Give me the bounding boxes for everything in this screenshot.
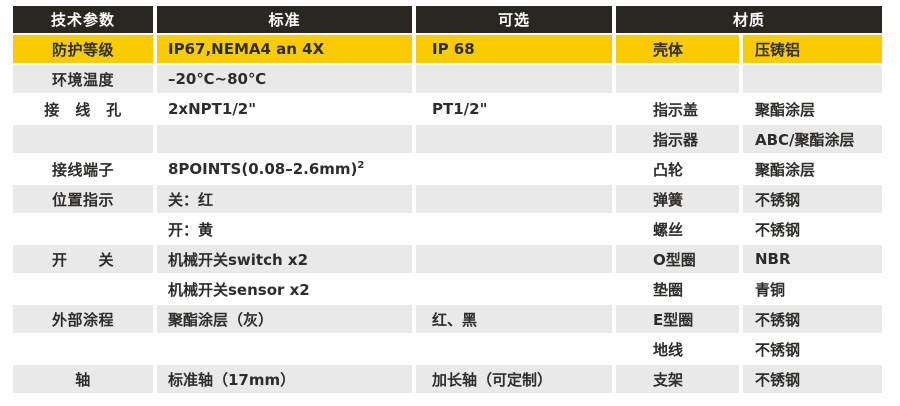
param-cell	[13, 275, 153, 303]
param-cell: 环境温度	[13, 65, 153, 93]
header-col-optional: 可选	[416, 6, 612, 33]
spec-sheet-page: 技术参数 标准 可选 材质 防护等级 IP67,NEMA4 an 4X IP 68 壳…	[0, 4, 900, 406]
material-cell: NBR	[743, 245, 882, 273]
optional-cell: 红、黑	[416, 305, 612, 333]
part-cell: 指示器	[616, 125, 739, 153]
table-row: 防护等级 IP67,NEMA4 an 4X IP 68 壳体 压铸铝	[13, 35, 882, 63]
optional-cell	[416, 125, 612, 153]
optional-cell	[416, 335, 612, 363]
optional-cell	[416, 215, 612, 243]
table-row: 指示器 ABC/聚酯涂层	[13, 125, 882, 153]
material-cell: 不锈钢	[743, 185, 882, 213]
part-cell: E型圈	[616, 305, 739, 333]
table-row: 轴标准轴（17mm） 加长轴（可定制） 支架 不锈钢	[13, 365, 882, 393]
optional-cell: IP 68	[416, 35, 612, 63]
material-cell: 不锈钢	[743, 215, 882, 243]
table-row: 环境温度 –20℃~80℃	[13, 65, 882, 93]
spec-table: 技术参数 标准 可选 材质 防护等级 IP67,NEMA4 an 4X IP 68 壳…	[9, 4, 886, 395]
param-cell: 接线端子	[13, 155, 153, 183]
table-row: 接线端子 8POINTS(0.08–2.6mm)2 凸轮 聚酯涂层	[13, 155, 882, 183]
part-cell	[616, 65, 739, 93]
table-row: 开：黄 螺丝 不锈钢	[13, 215, 882, 243]
header-col-standard: 标准	[157, 6, 412, 33]
material-cell	[743, 65, 882, 93]
part-cell: 指示盖	[616, 95, 739, 123]
material-cell: 青铜	[743, 275, 882, 303]
standard-cell: 2xNPT1/2"	[157, 95, 412, 123]
superscript: 2	[357, 160, 365, 171]
param-cell: 轴	[13, 365, 153, 393]
header-col-material: 材质	[616, 6, 882, 33]
param-cell: 开 关	[13, 245, 153, 273]
standard-cell	[157, 125, 412, 153]
material-cell: 不锈钢	[743, 305, 882, 333]
optional-cell	[416, 275, 612, 303]
material-cell: 聚酯涂层	[743, 155, 882, 183]
part-cell: 地线	[616, 335, 739, 363]
header-row: 技术参数 标准 可选 材质	[13, 6, 882, 33]
part-cell: 凸轮	[616, 155, 739, 183]
param-cell: 外部涂程	[13, 305, 153, 333]
material-cell: 压铸铝	[743, 35, 882, 63]
optional-cell: PT1/2"	[416, 95, 612, 123]
material-cell: ABC/聚酯涂层	[743, 125, 882, 153]
param-cell: 位置指示	[13, 185, 153, 213]
param-cell: 防护等级	[13, 35, 153, 63]
standard-cell: 标准轴（17mm）	[157, 365, 412, 393]
standard-cell: 开：黄	[157, 215, 412, 243]
material-cell: 不锈钢	[743, 335, 882, 363]
param-cell: 接 线 孔	[13, 95, 153, 123]
part-cell: 支架	[616, 365, 739, 393]
standard-cell: 机械开关sensor x2	[157, 275, 412, 303]
table-row: 地线 不锈钢	[13, 335, 882, 363]
material-cell: 聚酯涂层	[743, 95, 882, 123]
table-row: 开 关机械开关switch x2 O型圈 NBR	[13, 245, 882, 273]
param-cell	[13, 125, 153, 153]
standard-cell: 机械开关switch x2	[157, 245, 412, 273]
part-cell: 垫圈	[616, 275, 739, 303]
standard-cell: 关：红	[157, 185, 412, 213]
material-cell: 不锈钢	[743, 365, 882, 393]
table-row: 接 线 孔 2xNPT1/2" PT1/2" 指示盖 聚酯涂层	[13, 95, 882, 123]
spec-table-body: 防护等级 IP67,NEMA4 an 4X IP 68 壳体 压铸铝 环境温度 –20℃~8…	[13, 35, 882, 393]
optional-cell: 加长轴（可定制）	[416, 365, 612, 393]
table-row: 外部涂程 聚酯涂层（灰） 红、黑 E型圈 不锈钢	[13, 305, 882, 333]
part-cell: 螺丝	[616, 215, 739, 243]
param-cell	[13, 335, 153, 363]
optional-cell	[416, 65, 612, 93]
param-cell	[13, 215, 153, 243]
part-cell: 弹簧	[616, 185, 739, 213]
standard-cell: –20℃~80℃	[157, 65, 412, 93]
spec-table-head: 技术参数 标准 可选 材质	[13, 6, 882, 33]
optional-cell	[416, 155, 612, 183]
optional-cell	[416, 245, 612, 273]
part-cell: 壳体	[616, 35, 739, 63]
table-row: 机械开关sensor x2 垫圈 青铜	[13, 275, 882, 303]
standard-cell: 聚酯涂层（灰）	[157, 305, 412, 333]
standard-cell: 8POINTS(0.08–2.6mm)2	[157, 155, 412, 183]
standard-cell	[157, 335, 412, 363]
header-col-param: 技术参数	[13, 6, 153, 33]
standard-cell: IP67,NEMA4 an 4X	[157, 35, 412, 63]
table-row: 位置指示 关：红 弹簧 不锈钢	[13, 185, 882, 213]
part-cell: O型圈	[616, 245, 739, 273]
optional-cell	[416, 185, 612, 213]
